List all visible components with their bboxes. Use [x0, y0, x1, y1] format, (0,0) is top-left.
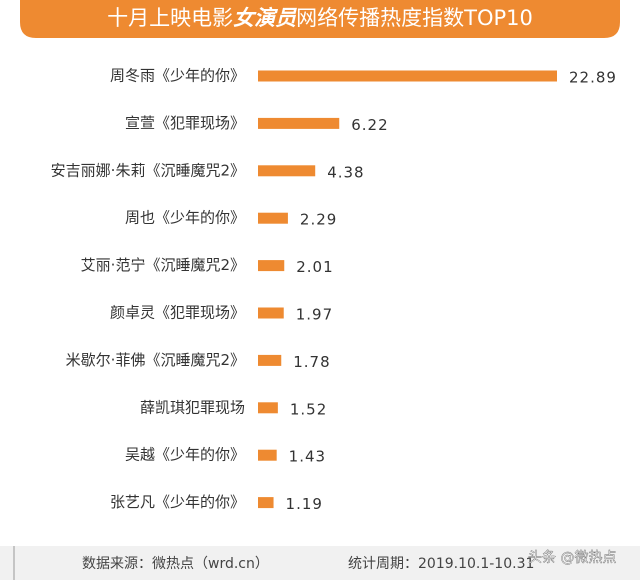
bar [258, 497, 274, 509]
category-label: 张艺凡《少年的你》 [110, 493, 245, 511]
bar [258, 449, 277, 461]
watermark: 头条 @微热点 [528, 549, 616, 566]
category-label: 艾丽·范宁《沉睡魔咒2》 [81, 256, 245, 274]
value-label: 1.43 [289, 448, 326, 466]
title-part: 网络传播热度指数TOP10 [296, 6, 533, 30]
category-label: 吴越《少年的你》 [125, 446, 245, 464]
bar [258, 354, 282, 366]
bar [258, 117, 340, 129]
category-label: 周冬雨《少年的你》 [110, 67, 245, 85]
bar [258, 307, 284, 319]
title-part: 十月上映电影 [107, 6, 233, 30]
title-emphasis: 女演员 [233, 6, 297, 30]
bar [258, 212, 288, 224]
period-note: 统计周期：2019.10.1-10.31 [348, 556, 534, 572]
category-label: 宣萱《犯罪现场》 [125, 114, 245, 132]
category-label: 米歇尔·菲佛《沉睡魔咒2》 [66, 351, 245, 369]
source-note: 数据来源：微热点（wrd.cn） [82, 556, 269, 572]
category-label: 颜卓灵《犯罪现场》 [110, 304, 245, 322]
chart-title: 十月上映电影女演员网络传播热度指数TOP10 [107, 6, 533, 30]
value-label: 1.52 [290, 400, 327, 418]
title-banner [20, 0, 620, 38]
bar [258, 165, 316, 177]
bar [258, 402, 278, 414]
value-label: 22.89 [569, 69, 617, 87]
value-label: 6.22 [351, 116, 388, 134]
value-label: 1.78 [293, 353, 330, 371]
category-label: 安吉丽娜·朱莉《沉睡魔咒2》 [51, 161, 245, 179]
footer-band [0, 546, 640, 580]
category-label: 薛凯琪犯罪现场 [140, 398, 245, 416]
value-label: 4.38 [327, 163, 364, 181]
value-label: 1.19 [286, 495, 323, 513]
value-label: 1.97 [296, 306, 333, 324]
category-label: 周也《少年的你》 [125, 209, 245, 227]
value-label: 2.29 [300, 211, 337, 229]
bar [258, 260, 285, 272]
bar [258, 70, 557, 82]
value-label: 2.01 [296, 258, 333, 276]
